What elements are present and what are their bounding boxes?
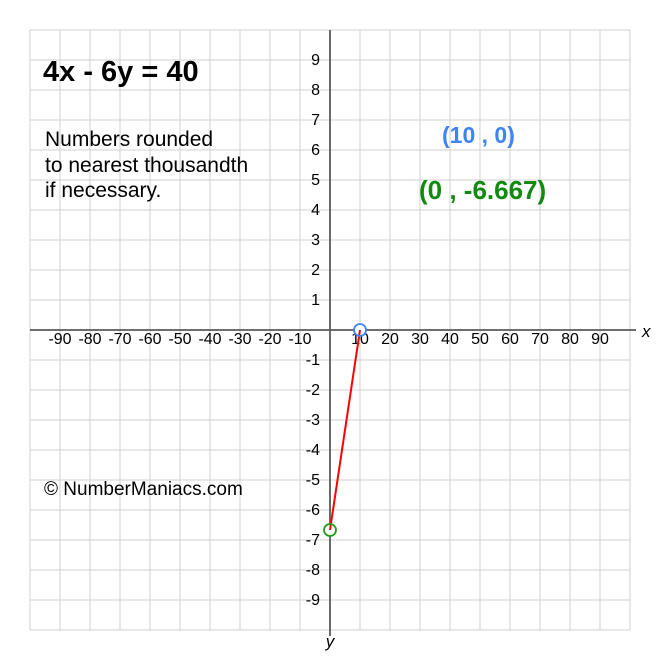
svg-text:-1: -1 [306,352,320,369]
svg-text:y: y [325,632,336,651]
svg-text:if necessary.: if necessary. [45,179,161,202]
svg-text:7: 7 [311,112,320,129]
svg-text:20: 20 [381,331,399,348]
svg-text:-5: -5 [306,472,320,489]
svg-text:90: 90 [591,331,609,348]
svg-text:x: x [641,322,651,341]
svg-text:-3: -3 [306,412,320,429]
svg-text:(10 , 0): (10 , 0) [442,122,515,148]
svg-text:-6: -6 [306,502,320,519]
svg-text:2: 2 [311,262,320,279]
svg-text:9: 9 [311,52,320,69]
svg-text:5: 5 [311,172,320,189]
svg-text:50: 50 [471,331,489,348]
svg-text:-40: -40 [198,331,221,348]
svg-text:-30: -30 [228,331,251,348]
svg-text:-7: -7 [306,532,320,549]
svg-text:-2: -2 [306,382,320,399]
svg-text:Numbers rounded: Numbers rounded [45,128,213,151]
svg-text:6: 6 [311,142,320,159]
svg-text:-9: -9 [306,592,320,609]
svg-text:3: 3 [311,232,320,249]
svg-text:40: 40 [441,331,459,348]
svg-text:-60: -60 [138,331,161,348]
svg-text:-20: -20 [258,331,281,348]
svg-text:to nearest thousandth: to nearest thousandth [45,154,248,177]
svg-text:-80: -80 [78,331,101,348]
svg-text:-70: -70 [108,331,131,348]
svg-text:1: 1 [311,292,320,309]
svg-text:30: 30 [411,331,429,348]
svg-text:-90: -90 [48,331,71,348]
svg-text:(0 , -6.667): (0 , -6.667) [419,175,546,205]
svg-text:-8: -8 [306,562,320,579]
svg-text:-10: -10 [288,331,311,348]
svg-text:© NumberManiacs.com: © NumberManiacs.com [44,479,243,500]
svg-text:70: 70 [531,331,549,348]
svg-text:80: 80 [561,331,579,348]
svg-text:60: 60 [501,331,519,348]
svg-text:8: 8 [311,82,320,99]
svg-text:-4: -4 [306,442,320,459]
svg-text:-50: -50 [168,331,191,348]
svg-text:4: 4 [311,202,320,219]
svg-text:4x - 6y = 40: 4x - 6y = 40 [43,56,199,88]
